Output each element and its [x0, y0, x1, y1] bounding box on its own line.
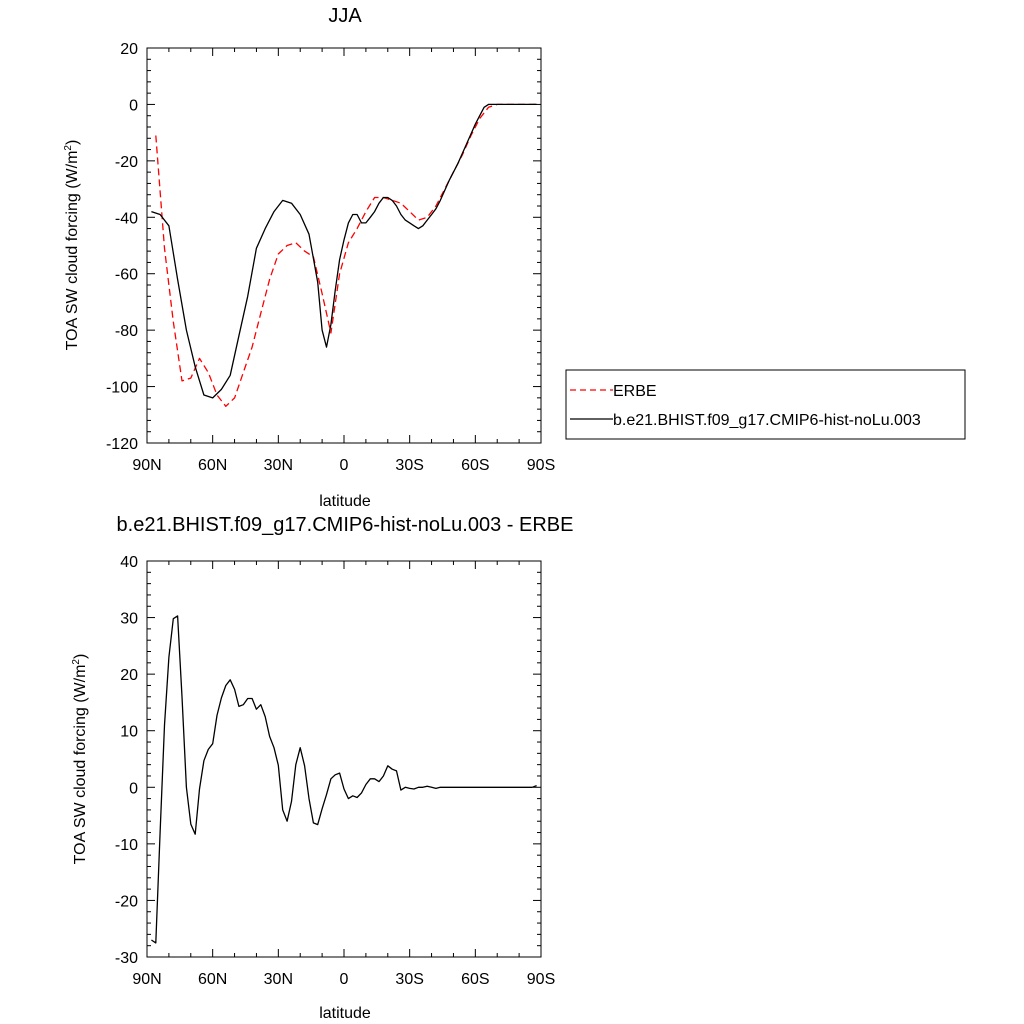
y-tick-label: 0 — [129, 97, 138, 114]
y-tick-label: 20 — [120, 41, 138, 58]
y-tick-label: -10 — [115, 837, 138, 854]
y-tick-label: -120 — [106, 436, 138, 453]
series-line-erbe — [155, 103, 537, 407]
chart-title: b.e21.BHIST.f09_g17.CMIP6-hist-noLu.003 … — [117, 514, 574, 536]
x-tick-label: 30S — [395, 971, 423, 988]
x-tick-label: 90N — [132, 971, 161, 988]
series-line-model — [151, 615, 537, 944]
y-tick-label: 0 — [129, 780, 138, 797]
y-axis-label: TOA SW cloud forcing (W/m2) — [71, 654, 89, 865]
plot-frame — [146, 47, 542, 444]
y-tick-label: 30 — [120, 611, 138, 628]
y-tick-label: -20 — [115, 154, 138, 171]
series-group — [151, 103, 537, 407]
y-tick-label: -100 — [106, 380, 138, 397]
legend: ERBE b.e21.BHIST.f09_g17.CMIP6-hist-noLu… — [565, 369, 966, 440]
legend-box — [565, 369, 966, 440]
x-tick-label: 90N — [132, 457, 161, 474]
y-axis-label: TOA SW cloud forcing (W/m2) — [63, 140, 81, 351]
x-tick-labels: 90N 60N 30N 0 30S 60S 90S — [132, 457, 555, 474]
x-tick-label: 0 — [340, 971, 349, 988]
x-tick-label: 60N — [198, 457, 227, 474]
x-tick-label: 60N — [198, 971, 227, 988]
x-tick-label: 90S — [527, 971, 555, 988]
chart-title: JJA — [328, 5, 362, 27]
y-tick-label: -30 — [115, 950, 138, 967]
legend-label-model: b.e21.BHIST.f09_g17.CMIP6-hist-noLu.003 — [613, 412, 921, 429]
x-tick-label: 30S — [395, 457, 423, 474]
x-tick-label: 0 — [340, 457, 349, 474]
chart-panel-bottom: b.e21.BHIST.f09_g17.CMIP6-hist-noLu.003 … — [71, 514, 573, 1022]
x-axis-label: latitude — [319, 1005, 371, 1022]
y-tick-label: -40 — [115, 210, 138, 227]
x-tick-label: 60S — [461, 971, 489, 988]
x-tick-label: 90S — [527, 457, 555, 474]
series-line-model — [151, 103, 537, 399]
y-tick-label: 40 — [120, 554, 138, 571]
y-tick-label: -20 — [115, 893, 138, 910]
y-tick-label: -60 — [115, 267, 138, 284]
y-tick-label: 20 — [120, 667, 138, 684]
axis-ticks — [146, 560, 542, 958]
x-tick-label: 30N — [264, 457, 293, 474]
series-group — [151, 615, 537, 944]
y-tick-label: 10 — [120, 724, 138, 741]
x-tick-label: 30N — [264, 971, 293, 988]
legend-label-erbe: ERBE — [613, 383, 657, 400]
chart-panel-top: JJA 90N 60N 30N 0 30S 60S 90S 20 0 -20 -40 -60 -80 -… — [63, 5, 555, 510]
x-tick-labels: 90N 60N 30N 0 30S 60S 90S — [132, 971, 555, 988]
y-tick-labels: 20 0 -20 -40 -60 -80 -100 -120 — [106, 41, 138, 453]
axis-ticks — [146, 47, 542, 444]
y-tick-label: -80 — [115, 323, 138, 340]
plot-frame — [146, 560, 542, 958]
y-tick-labels: 40 30 20 10 0 -10 -20 -30 — [115, 554, 138, 967]
x-tick-label: 60S — [461, 457, 489, 474]
x-axis-label: latitude — [319, 493, 371, 510]
